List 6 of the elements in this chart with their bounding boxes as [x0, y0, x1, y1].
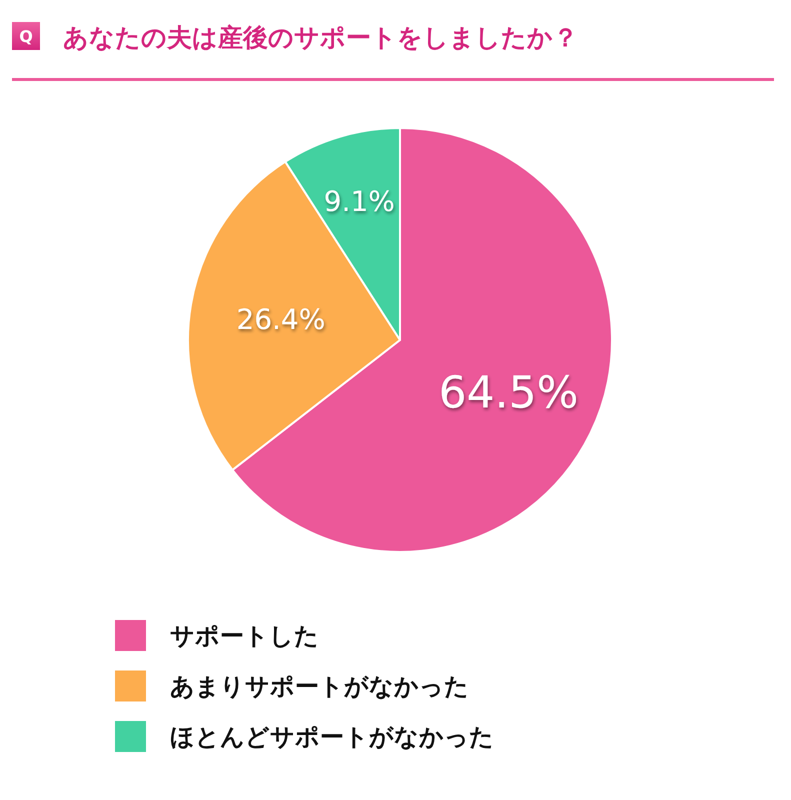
legend-label: あまりサポートがなかった: [170, 672, 469, 700]
legend: サポートした あまりサポートがなかった ほとんどサポートがなかった: [115, 620, 494, 752]
badge: Q: [12, 22, 40, 50]
legend-label: ほとんどサポートがなかった: [170, 723, 494, 751]
legend-label: サポートした: [170, 622, 319, 650]
chart-title: あなたの夫は産後のサポートをしましたか？: [63, 23, 578, 52]
